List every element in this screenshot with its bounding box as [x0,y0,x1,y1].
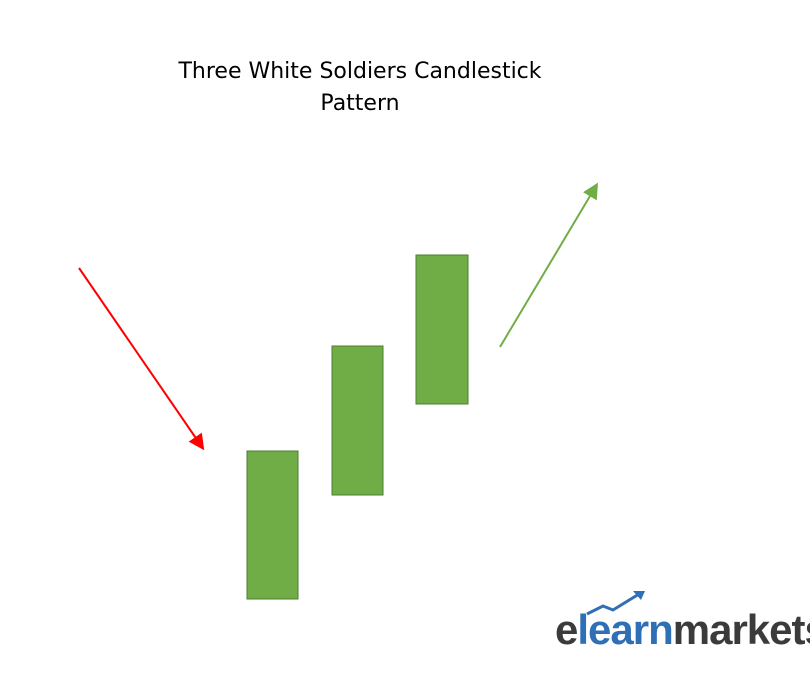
downtrend-arrow [78,267,205,451]
logo-wordmark: elearnmarkets [555,606,810,654]
rising-arrow-icon [586,591,645,616]
logo-learn: learn [577,606,673,653]
candle-first-soldier [246,450,299,600]
elearnmarkets-logo: elearnmarkets [555,588,810,658]
candle-second-soldier [331,345,384,496]
title-line-2: Pattern [320,91,400,116]
title-line-1: Three White Soldiers Candlestick [178,59,542,84]
logo-e: e [555,606,578,653]
logo-markets: markets [672,606,810,653]
candle-third-soldier [415,254,469,405]
uptrend-arrow [499,182,599,348]
diagram-title: Three White Soldiers Candlestick Pattern [140,56,580,120]
